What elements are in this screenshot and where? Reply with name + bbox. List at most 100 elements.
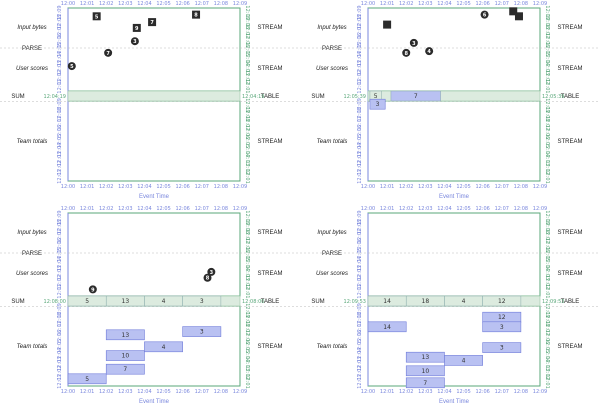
y-tick-right-upper: 12:09 (544, 5, 550, 19)
x-tick-bottom: 12:09 (533, 389, 547, 395)
y-tick-right-upper: 12:05 (244, 42, 250, 56)
user-scores-label: User scores (316, 66, 348, 72)
top-plot-box (367, 7, 541, 92)
y-tick-upper: 12:08 (57, 15, 63, 29)
input-bytes-label: Input bytes (317, 25, 346, 31)
y-tick-upper: 12:02 (57, 275, 63, 289)
x-tick-top: 12:06 (475, 206, 489, 212)
parse-label: PARSE (322, 251, 342, 257)
y-tick-lower: 12:07 (57, 321, 63, 335)
y-tick-lower: 12:02 (357, 160, 363, 174)
sum-time-left: 12:04:19 (44, 94, 66, 100)
y-tick-upper: 12:09 (57, 5, 63, 19)
x-tick-top: 12:03 (418, 206, 432, 212)
y-tick-right-lower: 12:06 (244, 330, 250, 344)
y-tick-lower: 12:06 (57, 330, 63, 344)
x-tick-bottom: 12:08 (514, 184, 528, 190)
user-score-marker (203, 273, 212, 282)
team-total-pane (367, 321, 407, 333)
x-tick-top: 12:00 (61, 206, 75, 212)
sum-time-left: 12:05:39 (344, 94, 366, 100)
y-tick-upper: 12:09 (357, 5, 363, 19)
x-tick-bottom: 12:01 (380, 184, 394, 190)
x-tick-top: 12:04 (437, 1, 451, 7)
stream-label: STREAM (557, 139, 582, 145)
x-tick-bottom: 12:02 (399, 389, 413, 395)
y-tick-right-upper: 12:06 (244, 238, 250, 252)
x-tick-bottom: 12:04 (137, 184, 151, 190)
team-totals-label: Team totals (317, 139, 348, 145)
y-tick-lower: 12:04 (357, 348, 363, 362)
sum-time-right: 12:05:39 (542, 94, 564, 100)
x-tick-top: 12:07 (195, 1, 209, 7)
team-total-value: 7 (123, 366, 127, 373)
y-tick-right-upper: 12:04 (244, 52, 250, 66)
sum-cell-value: 3 (200, 298, 204, 305)
y-tick-lower: 12:05 (357, 339, 363, 353)
user-score-marker (425, 47, 434, 56)
y-tick-right-upper: 12:06 (244, 33, 250, 47)
event-time-label: Event Time (139, 194, 170, 200)
x-tick-top: 12:04 (137, 1, 151, 7)
x-tick-top: 12:07 (495, 206, 509, 212)
team-totals-label: Team totals (317, 344, 348, 350)
y-tick-upper: 12:06 (357, 33, 363, 47)
user-score-marker (480, 10, 489, 19)
y-tick-right-upper: 12:03 (244, 266, 250, 280)
x-tick-bottom: 12:09 (233, 184, 247, 190)
user-score-value: 7 (106, 51, 110, 57)
stream-label: STREAM (257, 25, 282, 31)
parse-label: PARSE (22, 251, 42, 257)
x-tick-bottom: 12:09 (233, 389, 247, 395)
x-tick-top: 12:08 (514, 1, 528, 7)
y-tick-lower: 12:06 (357, 330, 363, 344)
x-tick-top: 12:01 (380, 1, 394, 7)
x-tick-top: 12:03 (118, 1, 132, 7)
y-tick-upper: 12:08 (57, 220, 63, 234)
user-score-value: 8 (404, 51, 408, 57)
user-score-marker (67, 62, 76, 71)
x-tick-bottom: 12:03 (118, 184, 132, 190)
y-tick-upper: 12:08 (357, 15, 363, 29)
y-tick-right-upper: 12:01 (244, 284, 250, 298)
y-tick-right-lower: 12:08 (544, 107, 550, 121)
y-tick-right-upper: 12:06 (544, 33, 550, 47)
sum-time-right: 12:08:00 (242, 299, 264, 305)
y-tick-right-lower: 12:07 (244, 116, 250, 130)
y-tick-lower: 12:04 (57, 348, 63, 362)
x-tick-bottom: 12:04 (437, 389, 451, 395)
y-tick-right-upper: 12:01 (244, 79, 250, 93)
parse-label: PARSE (22, 46, 42, 52)
sum-cell-value: 4 (462, 298, 466, 305)
input-byte-value: 9 (135, 26, 139, 32)
x-tick-top: 12:00 (61, 1, 75, 7)
y-tick-right-upper: 12:03 (244, 61, 250, 75)
y-tick-right-lower: 12:06 (544, 125, 550, 139)
sum-time-left: 12:08:00 (44, 299, 66, 305)
x-tick-top: 12:01 (380, 206, 394, 212)
event-time-label: Event Time (439, 194, 470, 200)
x-tick-top: 12:05 (456, 206, 470, 212)
y-tick-upper: 12:04 (357, 52, 363, 66)
y-tick-right-upper: 12:07 (244, 229, 250, 243)
y-tick-lower: 12:04 (357, 143, 363, 157)
y-tick-right-lower: 12:07 (544, 116, 550, 130)
sum-band (67, 90, 241, 102)
y-tick-lower: 12:09 (357, 303, 363, 317)
y-tick-lower: 12:03 (357, 357, 363, 371)
x-tick-bottom: 12:08 (514, 389, 528, 395)
table-label: TABLE (261, 299, 280, 305)
y-tick-right-upper: 12:03 (544, 61, 550, 75)
team-total-value: 3 (500, 345, 504, 352)
x-tick-bottom: 12:04 (137, 389, 151, 395)
y-tick-right-lower: 12:09 (544, 98, 550, 112)
team-total-pane (369, 98, 386, 110)
team-total-value: 13 (422, 354, 430, 361)
x-tick-top: 12:05 (156, 206, 170, 212)
y-tick-upper: 12:07 (357, 229, 363, 243)
sum-time-left: 12:09:53 (344, 299, 366, 305)
y-tick-right-lower: 12:06 (544, 330, 550, 344)
x-tick-top: 12:08 (214, 1, 228, 7)
event-time-label: Event Time (439, 399, 470, 405)
x-tick-top: 12:04 (137, 206, 151, 212)
